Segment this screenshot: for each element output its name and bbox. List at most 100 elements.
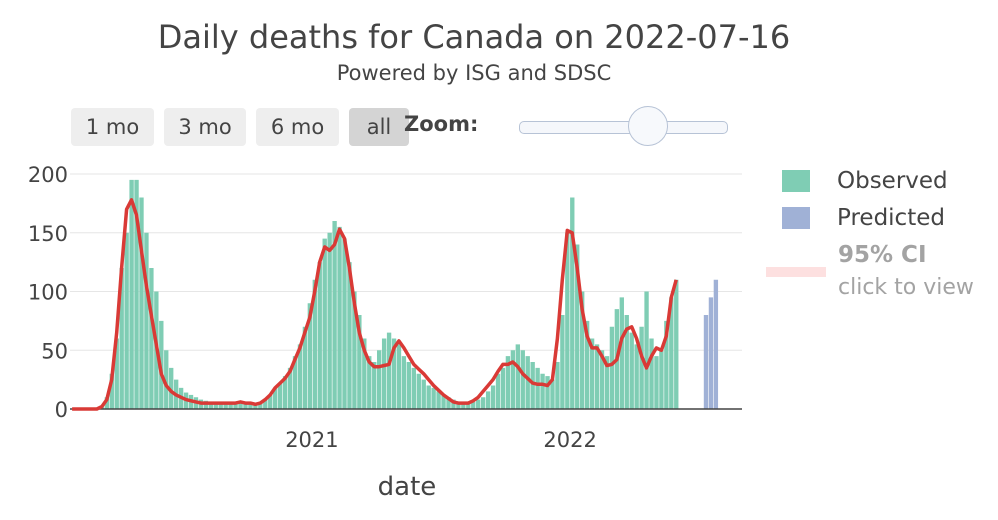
observed-bar — [144, 232, 149, 409]
y-tick-label: 0 — [55, 398, 68, 422]
range-button-3mo[interactable]: 3 mo — [164, 108, 246, 146]
observed-bar — [575, 244, 580, 409]
observed-bar — [644, 291, 649, 409]
x-tick-label: 2021 — [285, 428, 338, 452]
legend-ci-swatch[interactable] — [766, 267, 826, 277]
observed-bar — [317, 262, 322, 409]
observed-bar — [426, 385, 431, 409]
observed-bar — [139, 197, 144, 409]
legend-ci-label[interactable]: 95% CI — [838, 242, 927, 268]
observed-bar — [560, 315, 565, 409]
x-tick-label: 2022 — [543, 428, 596, 452]
observed-bar — [495, 373, 501, 409]
observed-bar — [268, 394, 273, 409]
observed-bar — [332, 221, 337, 409]
observed-bar — [223, 401, 228, 409]
observed-bar — [302, 326, 308, 409]
observed-bar — [580, 291, 585, 409]
observed-bar — [258, 401, 263, 409]
observed-bar — [565, 232, 570, 409]
observed-bar — [114, 338, 119, 409]
observed-bar — [228, 403, 233, 409]
observed-bar — [401, 356, 407, 409]
zoom-slider-handle[interactable] — [628, 106, 668, 146]
observed-bar — [203, 400, 209, 409]
observed-bar — [570, 197, 575, 409]
range-button-all[interactable]: all — [349, 108, 409, 146]
observed-bar — [381, 338, 387, 409]
predicted-bars — [703, 279, 719, 409]
range-button-6mo[interactable]: 6 mo — [256, 108, 339, 146]
zoom-slider-track[interactable] — [519, 121, 728, 134]
legend-predicted-label: Predicted — [837, 205, 945, 231]
observed-bar — [352, 291, 357, 409]
observed-bar — [253, 404, 258, 409]
observed-bar — [357, 315, 362, 409]
observed-bar — [391, 338, 397, 409]
zoom-label: Zoom: — [404, 112, 479, 136]
predicted-bar — [703, 315, 709, 409]
legend-observed-swatch — [782, 170, 810, 192]
observed-bar — [461, 403, 466, 409]
y-tick-label: 100 — [28, 281, 68, 305]
observed-bar — [124, 232, 129, 409]
observed-bar — [367, 356, 372, 409]
observed-bar — [451, 399, 456, 409]
observed-bar — [466, 403, 471, 409]
observed-bar — [238, 401, 243, 409]
x-axis-title: date — [378, 472, 437, 502]
observed-bar — [555, 362, 560, 409]
observed-bar — [386, 332, 392, 409]
predicted-bar — [713, 279, 719, 409]
observed-bar — [431, 387, 436, 409]
observed-bar — [213, 403, 218, 409]
chart-title: Daily deaths for Canada on 2022-07-16 — [157, 18, 791, 56]
legend-ci-hint[interactable]: click to view — [838, 275, 974, 300]
observed-bar — [505, 356, 511, 409]
observed-bar — [347, 262, 352, 409]
x-tick-labels: 2021 2022 — [285, 428, 597, 452]
chart-subtitle: Powered by ISG and SDSC — [336, 61, 612, 85]
observed-bar — [208, 401, 213, 409]
observed-bar — [119, 268, 124, 409]
observed-bar — [664, 320, 669, 409]
observed-bar — [634, 344, 639, 409]
observed-bar — [599, 350, 605, 409]
observed-bar — [243, 403, 248, 409]
observed-bar — [485, 391, 491, 409]
y-tick-label: 150 — [28, 222, 68, 246]
observed-bar — [109, 373, 114, 409]
observed-bar — [515, 344, 520, 409]
observed-bar — [263, 399, 268, 409]
observed-bar — [441, 394, 446, 409]
observed-bar — [609, 326, 615, 409]
y-tick-label: 200 — [28, 163, 68, 187]
observed-bar — [540, 373, 545, 409]
observed-bar — [104, 397, 110, 409]
observed-bar — [584, 320, 590, 409]
observed-bar — [500, 367, 506, 409]
observed-bar — [436, 391, 441, 409]
observed-bar — [233, 403, 238, 409]
y-tick-labels: 0 50 100 150 200 — [28, 163, 68, 422]
predicted-bar — [708, 297, 714, 409]
observed-bar — [248, 403, 253, 409]
observed-bar — [510, 350, 516, 409]
observed-bar — [669, 297, 674, 409]
observed-bar — [674, 279, 679, 409]
observed-bar — [416, 373, 421, 409]
observed-bar — [535, 367, 540, 409]
observed-bar — [476, 399, 481, 409]
observed-bar — [362, 338, 367, 409]
observed-bar — [649, 338, 654, 409]
observed-bar — [396, 344, 402, 409]
observed-bar — [659, 350, 664, 409]
observed-bar — [456, 401, 461, 409]
observed-bar — [287, 367, 293, 409]
observed-bar — [624, 315, 629, 409]
observed-bar — [530, 362, 535, 409]
observed-bar — [376, 350, 382, 409]
range-button-1mo[interactable]: 1 mo — [71, 108, 154, 146]
trend-line — [72, 198, 678, 411]
